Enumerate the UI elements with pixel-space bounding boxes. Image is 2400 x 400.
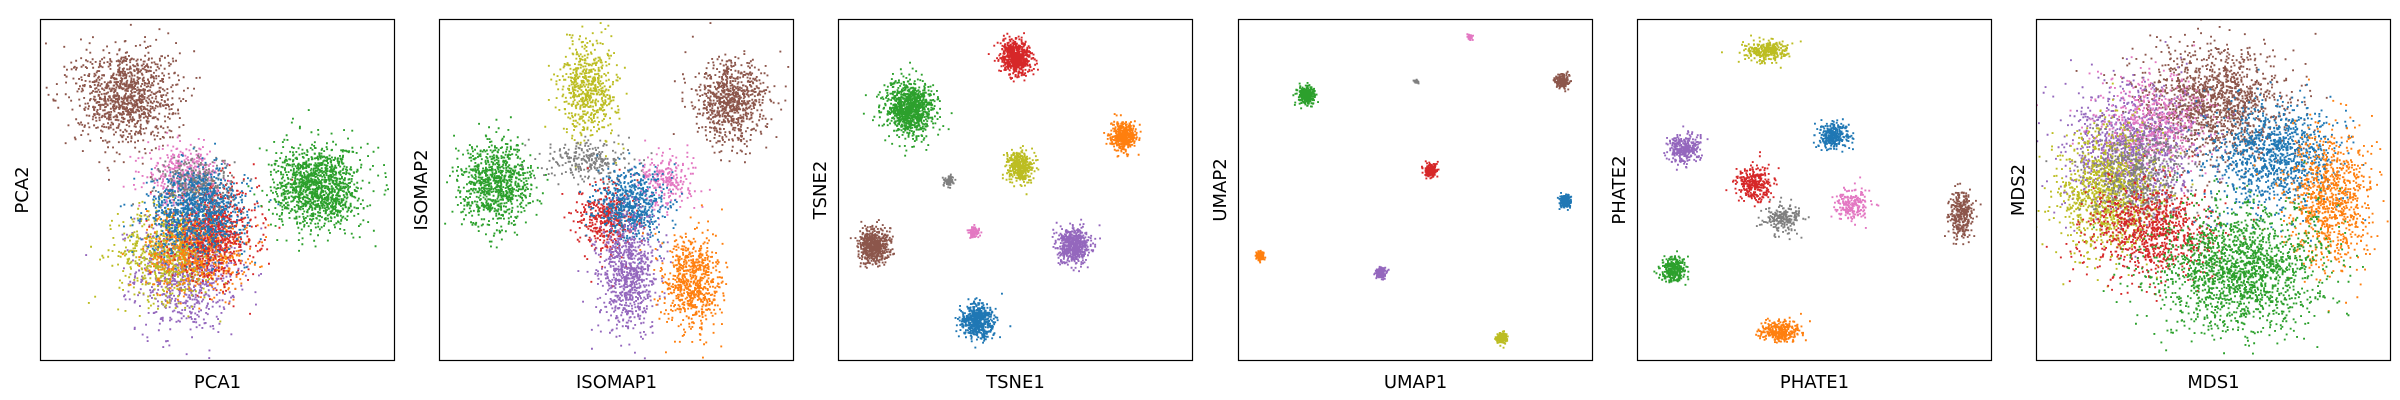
scatter-cluster-brown bbox=[45, 23, 201, 181]
scatter-cluster-brown bbox=[1552, 70, 1572, 93]
axes-frame bbox=[39, 18, 396, 362]
axes-frame bbox=[837, 18, 1194, 362]
scatter-cluster-purple bbox=[1051, 218, 1101, 273]
y-axis-label: UMAP2 bbox=[1210, 158, 1231, 221]
axes-frame bbox=[438, 18, 795, 362]
scatter-cluster-purple bbox=[2036, 41, 2235, 258]
scatter-cluster-olive bbox=[544, 22, 628, 168]
scatter-cluster-blue bbox=[954, 292, 1012, 349]
scatter-cluster-green bbox=[2092, 161, 2364, 355]
scatter-cluster-gray bbox=[1755, 196, 1810, 241]
scatter-cluster-purple bbox=[1663, 125, 1709, 171]
scatter-cluster-purple bbox=[1373, 265, 1390, 281]
scatter-cluster-pink bbox=[2036, 44, 2229, 195]
scatter-cluster-blue bbox=[1556, 192, 1573, 211]
scatter-panel-3: TSNE1 TSNE2 bbox=[810, 18, 1194, 393]
scatter-cluster-blue bbox=[579, 152, 683, 264]
scatter-cluster-green bbox=[1653, 250, 1690, 286]
scatter-cluster-brown bbox=[1944, 182, 1982, 246]
plot-area bbox=[1637, 19, 1992, 361]
scatter-cluster-red bbox=[145, 159, 293, 315]
scatter-cluster-gray bbox=[2045, 103, 2253, 256]
x-axis-label: MDS1 bbox=[2187, 372, 2239, 393]
scatter-cluster-pink bbox=[122, 131, 231, 223]
plot-area bbox=[1238, 19, 1593, 361]
scatter-cluster-red bbox=[1725, 151, 1780, 208]
y-axis-label: ISOMAP2 bbox=[411, 149, 432, 230]
plot-area bbox=[439, 19, 794, 361]
scatter-cluster-orange bbox=[1254, 249, 1267, 264]
scatter-cluster-brown bbox=[2075, 19, 2328, 189]
x-axis-label: TSNE1 bbox=[985, 372, 1045, 393]
scatter-cluster-orange bbox=[1755, 312, 1811, 344]
scatter-cluster-orange bbox=[121, 188, 270, 310]
scatter-cluster-purple bbox=[577, 196, 672, 360]
scatter-cluster-green bbox=[862, 61, 953, 157]
scatter-cluster-pink bbox=[966, 224, 983, 239]
scatter-cluster-olive bbox=[2036, 82, 2194, 288]
scatter-cluster-blue bbox=[1812, 118, 1855, 153]
x-axis-label: ISOMAP1 bbox=[576, 372, 657, 393]
scatter-cluster-gray bbox=[941, 173, 957, 189]
y-axis-label: MDS2 bbox=[2008, 164, 2029, 216]
scatter-cluster-pink bbox=[1466, 33, 1474, 41]
scatter-cluster-olive bbox=[1494, 330, 1509, 349]
scatter-cluster-pink bbox=[631, 139, 711, 220]
x-axis-label: PCA1 bbox=[194, 372, 241, 393]
scatter-cluster-orange bbox=[639, 204, 729, 359]
scatter-panel-4: UMAP1 UMAP2 bbox=[1210, 18, 1594, 393]
scatter-panel-2: ISOMAP1 ISOMAP2 bbox=[411, 18, 795, 393]
y-axis-label: TSNE2 bbox=[810, 161, 831, 221]
scatter-cluster-red bbox=[2045, 155, 2260, 302]
scatter-cluster-green bbox=[1292, 82, 1319, 110]
axes-frame bbox=[2035, 18, 2392, 362]
scatter-cluster-green bbox=[247, 109, 389, 252]
scatter-panel-1: PCA1 PCA2 bbox=[12, 18, 396, 393]
axes-frame bbox=[1237, 18, 1594, 362]
y-axis-label: PHATE2 bbox=[1609, 155, 1630, 224]
scatter-panel-5: PHATE1 PHATE2 bbox=[1609, 18, 1993, 393]
scatter-cluster-orange bbox=[1103, 113, 1142, 158]
scatter-cluster-red bbox=[1421, 160, 1440, 180]
x-axis-label: PHATE1 bbox=[1780, 372, 1849, 393]
scatter-cluster-gray bbox=[1412, 78, 1420, 85]
x-axis-label: UMAP1 bbox=[1384, 372, 1447, 393]
scatter-cluster-orange bbox=[2253, 78, 2391, 312]
scatter-cluster-blue bbox=[119, 142, 280, 274]
scatter-cluster-olive bbox=[1721, 34, 1802, 69]
scatter-cluster-olive bbox=[1001, 145, 1040, 196]
axes-frame bbox=[1636, 18, 1993, 362]
scatter-cluster-blue bbox=[2176, 68, 2367, 242]
scatter-cluster-pink bbox=[1830, 176, 1880, 229]
scatter-panel-6: MDS1 MDS2 bbox=[2008, 18, 2392, 393]
scatter-cluster-brown bbox=[672, 22, 790, 164]
scatter-cluster-red bbox=[987, 32, 1039, 83]
scatter-cluster-brown bbox=[849, 219, 895, 269]
scatter-cluster-green bbox=[444, 116, 549, 249]
y-axis-label: PCA2 bbox=[12, 166, 33, 213]
